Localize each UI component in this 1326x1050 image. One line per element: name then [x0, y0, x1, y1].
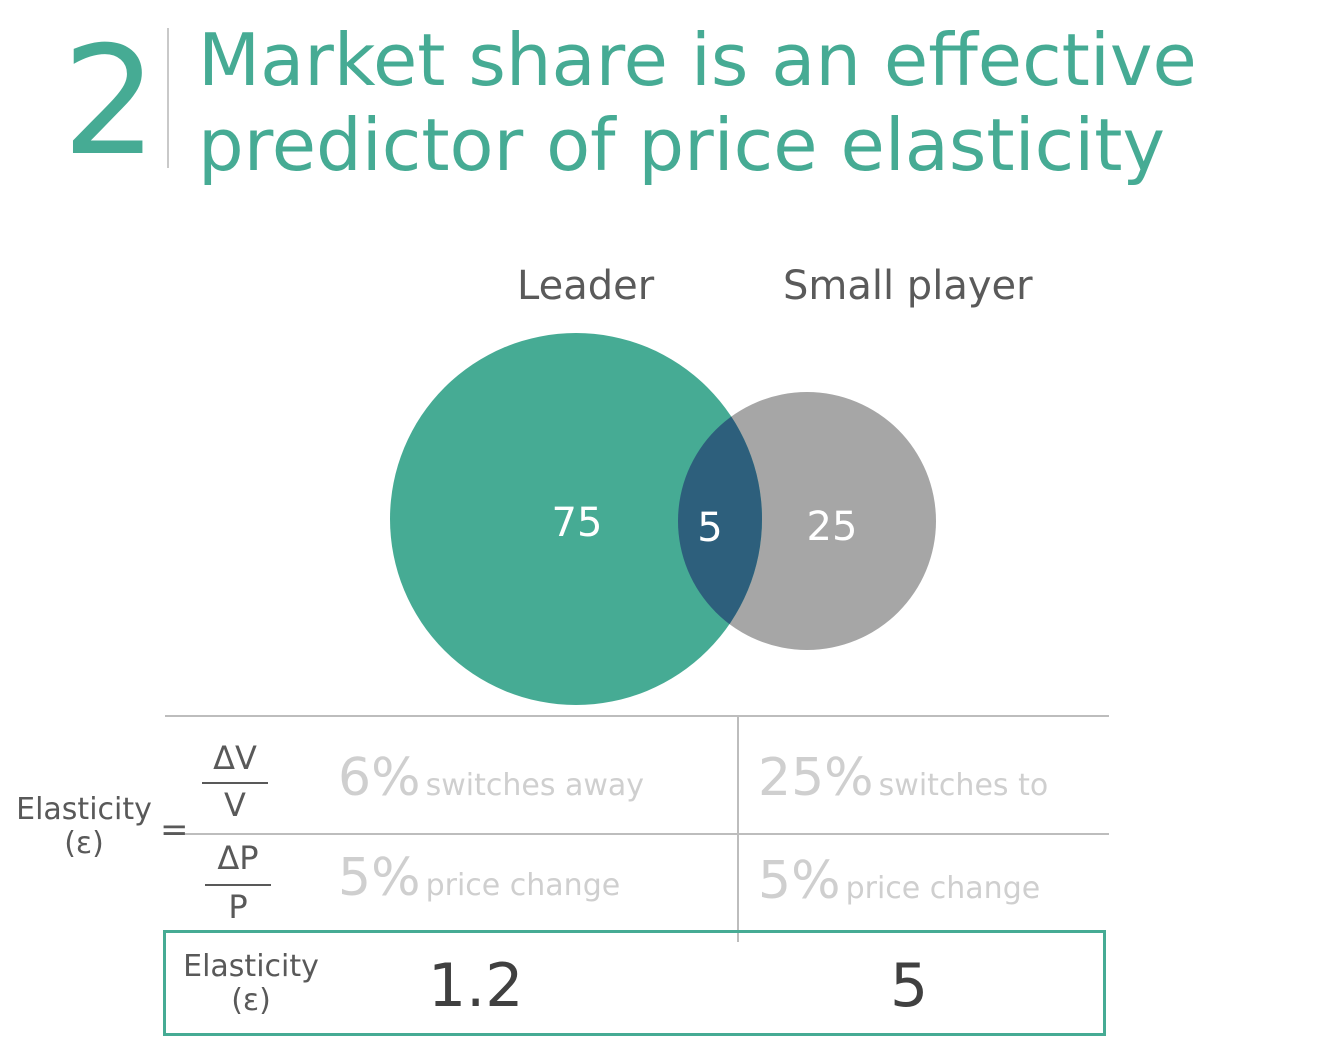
result-label: Elasticity (ε): [176, 950, 326, 1018]
small-player-only-value: 25: [807, 504, 858, 550]
table-column-divider: [737, 716, 739, 942]
small-player-volume-desc: switches to: [878, 768, 1049, 803]
price-fraction-bar: [205, 884, 271, 886]
leader-price-pct: 5%: [338, 848, 421, 908]
overlap-value: 5: [697, 505, 722, 551]
equals-sign: =: [160, 810, 189, 850]
elasticity-label-text: Elasticity: [16, 792, 152, 827]
slide-title: Market share is an effective predictor o…: [198, 18, 1197, 188]
elasticity-symbol: (ε): [64, 826, 104, 861]
small-player-volume-pct: 25%: [758, 748, 874, 808]
table-top-line: [165, 715, 1109, 717]
delta-p: ΔP: [217, 839, 259, 877]
title-divider: [167, 28, 169, 168]
slide-title-line-2: predictor of price elasticity: [198, 103, 1166, 187]
leader-volume-pct: 6%: [338, 748, 421, 808]
small-player-price-desc: price change: [845, 871, 1041, 906]
small-player-price-pct: 5%: [758, 851, 841, 911]
leader-volume-row: 6% switches away: [338, 748, 644, 808]
slide-number: 2: [62, 15, 158, 189]
leader-price-desc: price change: [425, 868, 621, 903]
leader-elasticity-value: 1.2: [428, 951, 524, 1021]
small-player-volume-row: 25% switches to: [758, 748, 1048, 808]
p-symbol: P: [228, 888, 248, 926]
v-symbol: V: [224, 786, 246, 824]
result-label-text: Elasticity: [183, 949, 319, 984]
elasticity-result-box: [163, 930, 1106, 1036]
result-label-symbol: (ε): [231, 983, 271, 1018]
leader-price-row: 5% price change: [338, 848, 620, 908]
small-player-elasticity-value: 5: [890, 951, 929, 1021]
volume-fraction-bar: [202, 782, 268, 784]
venn-diagram: 75 5 25: [390, 333, 936, 705]
table-middle-line: [165, 833, 1109, 835]
leader-heading: Leader: [517, 263, 655, 309]
slide-title-line-1: Market share is an effective: [198, 18, 1197, 102]
leader-only-value: 75: [552, 500, 603, 546]
leader-volume-desc: switches away: [425, 768, 645, 803]
leader-circle: [390, 333, 762, 705]
small-player-heading: Small player: [783, 263, 1033, 309]
small-player-price-row: 5% price change: [758, 851, 1040, 911]
elasticity-formula-label: Elasticity (ε): [6, 793, 162, 861]
overlap-region: [678, 392, 762, 650]
delta-v: ΔV: [213, 739, 257, 777]
